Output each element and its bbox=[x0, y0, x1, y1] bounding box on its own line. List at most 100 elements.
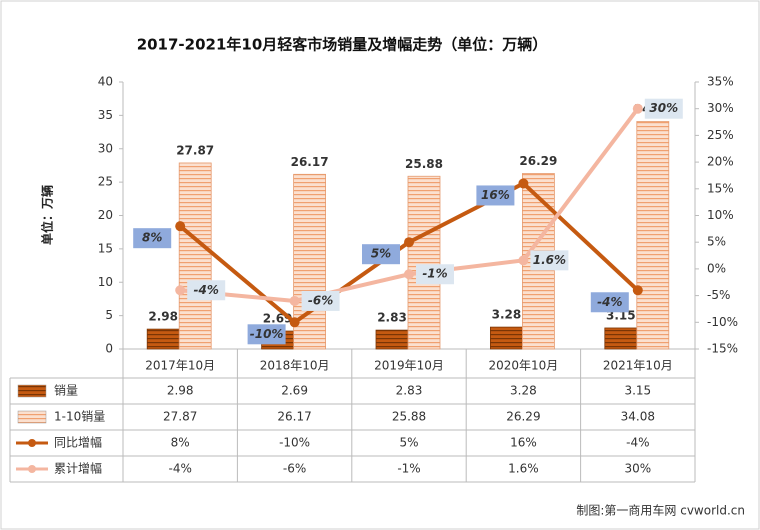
x-tick-label: 2019年10月 bbox=[374, 359, 444, 373]
table-cell: 27.87 bbox=[163, 410, 197, 424]
label-box bbox=[416, 264, 454, 285]
point-label: -6% bbox=[308, 293, 333, 307]
table-cell: -1% bbox=[397, 462, 420, 476]
bar-label: 3.28 bbox=[492, 308, 522, 322]
table-cell: 2.83 bbox=[396, 384, 423, 398]
point-label: 8% bbox=[142, 231, 162, 245]
table-cell: 26.17 bbox=[277, 410, 311, 424]
bar bbox=[407, 175, 441, 350]
label-box bbox=[590, 292, 629, 313]
legend-dot bbox=[28, 439, 36, 447]
table-cell: 34.08 bbox=[621, 410, 655, 424]
table-cell: 1.6% bbox=[508, 462, 539, 476]
point-label: -4% bbox=[597, 295, 622, 309]
line-point bbox=[289, 295, 300, 306]
table-cell: 3.28 bbox=[510, 384, 537, 398]
y2-tick-label: 25% bbox=[707, 128, 734, 142]
legend-label: 1-10销量 bbox=[54, 410, 105, 424]
table-cell: -6% bbox=[283, 462, 306, 476]
x-tick-label: 2017年10月 bbox=[145, 359, 215, 373]
y-tick-label: 5 bbox=[105, 308, 113, 322]
label-box bbox=[644, 98, 683, 119]
y-tick-label: 0 bbox=[105, 342, 113, 356]
line-point bbox=[632, 285, 643, 296]
legend-swatch bbox=[17, 410, 47, 424]
y-tick-label: 15 bbox=[98, 241, 113, 255]
y-tick-label: 40 bbox=[98, 75, 113, 89]
y2-tick-label: 0% bbox=[707, 261, 726, 275]
bar bbox=[636, 121, 670, 350]
line-point bbox=[518, 178, 529, 189]
point-label: -10% bbox=[250, 327, 284, 341]
legend-label: 同比增幅 bbox=[54, 435, 102, 450]
y-tick-label: 20 bbox=[98, 208, 113, 222]
bar-label: 2.98 bbox=[148, 310, 178, 324]
label-box bbox=[187, 280, 226, 301]
y-axis-label: 单位：万辆 bbox=[40, 185, 55, 245]
bar-label: 25.88 bbox=[405, 157, 443, 171]
y2-tick-label: -5% bbox=[707, 288, 730, 302]
y2-tick-label: 30% bbox=[707, 101, 734, 115]
bar-label: 27.87 bbox=[176, 143, 214, 157]
bar bbox=[604, 327, 638, 350]
table-cell: 5% bbox=[399, 436, 418, 450]
legend-label: 累计增幅 bbox=[54, 461, 102, 476]
table-cell: -4% bbox=[169, 462, 192, 476]
bar-label: 2.83 bbox=[377, 311, 407, 325]
point-label: 16% bbox=[481, 188, 510, 202]
x-tick-label: 2021年10月 bbox=[603, 359, 673, 373]
table-cell: 2.69 bbox=[281, 384, 308, 398]
y-tick-label: 30 bbox=[98, 141, 113, 155]
label-box bbox=[301, 290, 340, 311]
label-box bbox=[133, 228, 172, 249]
y-tick-label: 35 bbox=[98, 108, 113, 122]
y2-tick-label: 10% bbox=[707, 208, 734, 222]
bar-label: 26.29 bbox=[519, 154, 557, 168]
x-tick-label: 2020年10月 bbox=[488, 359, 558, 373]
y-tick-label: 25 bbox=[98, 175, 113, 189]
point-label: -4% bbox=[194, 283, 219, 297]
bar bbox=[489, 326, 523, 350]
table-cell: 25.88 bbox=[392, 410, 426, 424]
y2-tick-label: -10% bbox=[707, 315, 738, 329]
table-cell: -10% bbox=[279, 436, 310, 450]
line-point bbox=[632, 103, 643, 114]
bar-label: 26.17 bbox=[291, 155, 329, 169]
source-note: 制图:第一商用车网 cvworld.cn bbox=[576, 503, 745, 518]
line-point bbox=[175, 221, 186, 232]
line-point bbox=[404, 237, 414, 248]
y2-tick-label: 5% bbox=[707, 235, 726, 249]
bar bbox=[178, 162, 212, 350]
bar bbox=[375, 329, 409, 350]
line-point bbox=[289, 317, 300, 328]
point-label: 5% bbox=[371, 247, 391, 261]
chart-title: 2017-2021年10月轻客市场销量及增幅走势（单位：万辆） bbox=[137, 36, 548, 54]
label-box bbox=[476, 185, 515, 206]
x-tick-label: 2018年10月 bbox=[260, 359, 330, 373]
legend-label: 销量 bbox=[54, 384, 78, 398]
label-box bbox=[530, 250, 569, 271]
line-point bbox=[404, 269, 414, 280]
line-point bbox=[175, 285, 186, 296]
point-label: 1.6% bbox=[533, 253, 566, 267]
table-cell: 30% bbox=[624, 462, 651, 476]
table-cell: 8% bbox=[171, 436, 190, 450]
label-box bbox=[247, 324, 286, 345]
line-point bbox=[518, 255, 529, 266]
point-label: -1% bbox=[422, 267, 447, 281]
bar bbox=[146, 328, 180, 350]
label-box bbox=[362, 244, 400, 265]
table-cell: 3.15 bbox=[624, 384, 651, 398]
table-cell: 26.29 bbox=[506, 410, 540, 424]
table-cell: -4% bbox=[626, 436, 649, 450]
point-label: 30% bbox=[649, 101, 678, 115]
legend-swatch bbox=[17, 384, 47, 398]
y2-tick-label: -15% bbox=[707, 342, 738, 356]
table-cell: 16% bbox=[510, 436, 537, 450]
legend-dot bbox=[28, 465, 36, 473]
y2-tick-label: 35% bbox=[707, 75, 734, 89]
y2-tick-label: 20% bbox=[707, 155, 734, 169]
y2-tick-label: 15% bbox=[707, 181, 734, 195]
